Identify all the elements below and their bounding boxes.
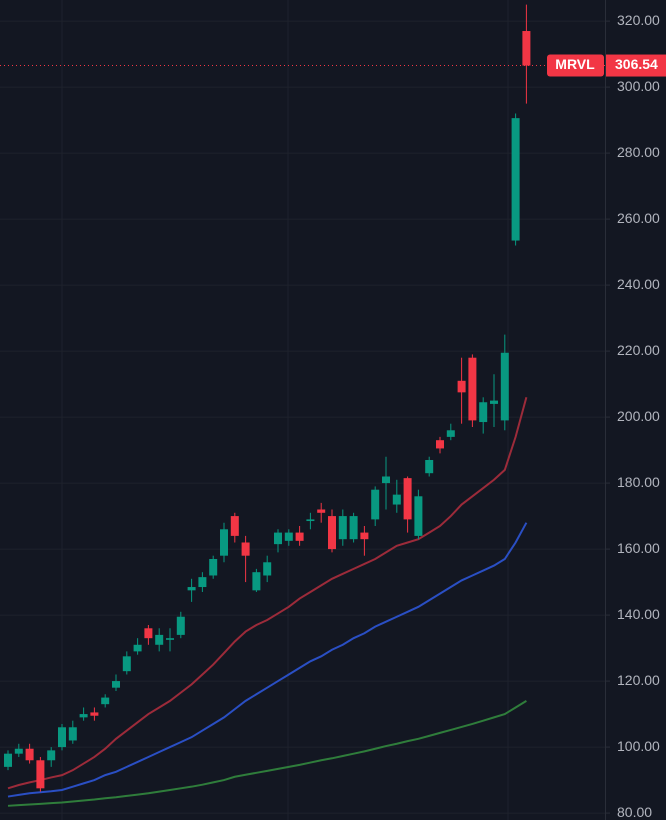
y-tick-label: 180.00 (617, 474, 660, 490)
candle-body (500, 352, 509, 421)
moving-average (7, 397, 528, 790)
candle-body (101, 697, 110, 705)
candle-body (295, 532, 304, 541)
candle-body (328, 516, 336, 550)
candle-body (425, 459, 434, 474)
y-tick-label: 260.00 (617, 210, 660, 226)
candle-body (144, 628, 153, 639)
y-tick-label: 120.00 (617, 672, 660, 688)
candle-body (198, 577, 207, 588)
symbol-tag (547, 54, 604, 77)
candle-body (338, 516, 347, 540)
candle-body (176, 616, 185, 635)
symbol-label: MRVL (555, 56, 595, 72)
candle-body (468, 357, 477, 421)
candle-body (36, 760, 45, 789)
y-tick-label: 200.00 (617, 408, 660, 424)
candle-body (360, 532, 369, 540)
candle-body (25, 748, 34, 761)
y-tick-label: 140.00 (617, 606, 660, 622)
candle-body (68, 727, 77, 741)
last-price-label: 306.54 (615, 56, 658, 72)
candle-body (209, 558, 218, 576)
candle-body (490, 400, 498, 404)
y-tick-label: 80.00 (617, 804, 652, 820)
candle-body (14, 748, 23, 754)
candle-body (371, 489, 380, 520)
y-tick-label: 320.00 (617, 12, 660, 28)
candle-body (274, 532, 282, 545)
candle-body (133, 644, 142, 652)
candle-body (436, 440, 444, 449)
y-tick-label: 300.00 (617, 78, 660, 94)
candle-body (241, 542, 250, 556)
candle-body (252, 572, 261, 591)
candle-body (220, 529, 228, 556)
candle-body (392, 494, 401, 505)
candle-body (90, 712, 99, 716)
candle-body (403, 478, 412, 520)
candle-body (58, 727, 66, 748)
candle-body (187, 587, 196, 591)
candle-body (382, 476, 390, 484)
candle-body (263, 562, 272, 576)
candle-body (511, 118, 520, 241)
candle-body (522, 31, 531, 66)
y-tick-label: 220.00 (617, 342, 660, 358)
y-tick-label: 160.00 (617, 540, 660, 556)
candle-body (112, 681, 120, 688)
candle-body (4, 753, 12, 767)
candle-body (284, 532, 293, 541)
candle-body (317, 509, 326, 513)
candle-body (230, 516, 239, 536)
candle-body (306, 519, 315, 522)
candle-body (457, 380, 466, 393)
moving-average (7, 522, 528, 798)
candle-body (47, 750, 56, 761)
candle-body (479, 402, 488, 423)
y-tick-label: 100.00 (617, 738, 660, 754)
y-tick-label: 280.00 (617, 144, 660, 160)
candle-body (446, 430, 455, 437)
candle-body (414, 496, 423, 536)
candle-body (349, 516, 358, 540)
candle-body (155, 634, 164, 645)
y-tick-label: 240.00 (617, 276, 660, 292)
price-tag (606, 54, 666, 77)
candle-body (122, 656, 131, 672)
moving-average (7, 700, 527, 807)
candle-body (166, 638, 174, 640)
candle-body (79, 714, 88, 718)
